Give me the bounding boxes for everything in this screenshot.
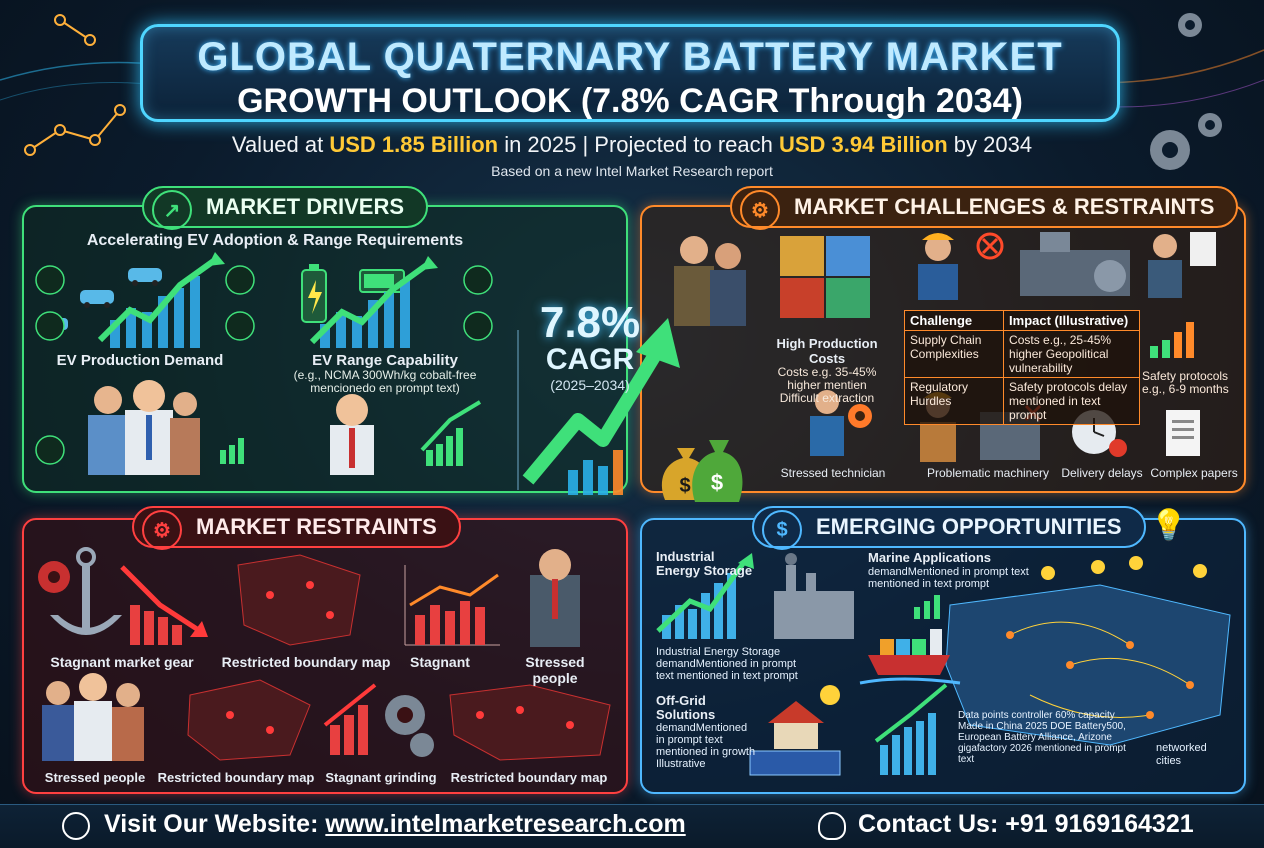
cagr-growth-arrow	[517, 318, 680, 495]
caption-delivery-delays: Delivery delays	[1061, 466, 1143, 480]
networked-cities-label: networked cities	[1156, 742, 1207, 767]
caption-restricted-map: Restricted boundary map	[221, 654, 391, 670]
value-2025: USD 1.85 Billion	[329, 132, 499, 157]
restraints-heading: ⚙ MARKET RESTRAINTS	[132, 506, 461, 550]
gear-icon: ⚙	[740, 190, 780, 230]
caption-stagnant-grinding: Stagnant grinding	[325, 770, 437, 785]
marine-note: demandMentioned in prompt text mentioned…	[868, 566, 1029, 590]
stressed-people-illustration	[88, 380, 374, 475]
high-cost-note: Costs e.g. 35-45% higher mentien Difficu…	[777, 365, 877, 405]
caption-problematic-machinery: Problematic machinery	[926, 466, 1050, 480]
source-note: Based on a new Intel Market Research rep…	[491, 163, 773, 179]
title-line-2: GROWTH OUTLOOK (7.8% CAGR Through 2034)	[237, 82, 1023, 120]
house-icon	[749, 685, 841, 776]
svg-text:$: $	[679, 475, 690, 497]
table-header-row: Challenge Impact (Illustrative)	[903, 310, 1140, 331]
drivers-subheading: Accelerating EV Adoption & Range Require…	[86, 232, 464, 249]
table-row: Regulatory Hurdles Safety protocols dela…	[903, 377, 1140, 425]
website-label: Visit Our Website:	[104, 810, 326, 838]
footer-contact: Contact Us: +91 9169164321	[858, 810, 1194, 839]
value-2034: USD 3.94 Billion	[778, 132, 948, 157]
marine-title: Marine Applications	[868, 550, 992, 565]
caption-stressed-people-2: Stressed people	[44, 770, 146, 785]
gear-icon	[38, 561, 70, 593]
industrial-growth-chart	[662, 573, 736, 639]
caption-complex-papers: Complex papers	[1150, 466, 1238, 480]
caption-stagnant-gear: Stagnant market gear	[50, 654, 194, 670]
industrial-note: Industrial Energy Storage demandMentione…	[656, 646, 798, 682]
ev-production-label: EV Production Demand	[56, 352, 224, 369]
drivers-illustrations	[35, 252, 493, 475]
contact-label: Contact Us:	[858, 810, 1006, 838]
offgrid-note: demandMentioned in prompt text mentioned…	[656, 722, 756, 770]
table-cell: Costs e.g., 25-45% higher Geopolitical v…	[1003, 330, 1140, 378]
battery-icon	[301, 264, 405, 323]
table-header: Challenge	[903, 310, 1005, 331]
anchor-icon	[50, 547, 122, 635]
money-bag-icon: $ $	[661, 440, 743, 502]
challenges-heading: ⚙ MARKET CHALLENGES & RESTRAINTS	[730, 186, 1239, 230]
table-header: Impact (Illustrative)	[1003, 310, 1140, 331]
offgrid-title: Off-Grid Solutions	[656, 693, 716, 722]
caption-stressed-people: Stressed people	[525, 654, 585, 686]
table-cell: Safety protocols delay mentioned in text…	[1003, 377, 1140, 425]
cagr-years: (2025–2034)	[550, 377, 630, 393]
subtitle-text: in 2025 | Projected to reach	[498, 132, 779, 157]
high-cost-title: High Production Costs	[776, 336, 878, 366]
cagr-label: CAGR	[545, 343, 635, 376]
ev-range-label: EV Range Capability	[312, 352, 458, 369]
title-line-1: GLOBAL QUATERNARY BATTERY MARKET	[197, 35, 1063, 79]
challenges-illustrations	[674, 232, 1216, 462]
title-banner: GLOBAL QUATERNARY BATTERY MARKET GROWTH …	[140, 24, 1120, 122]
globe-icon	[62, 812, 90, 840]
puzzle-icon	[780, 236, 870, 318]
footer-bar	[0, 804, 1264, 848]
headset-icon	[818, 812, 846, 840]
svg-text:$: $	[711, 470, 723, 495]
opportunities-heading-text: EMERGING OPPORTUNITIES	[816, 514, 1122, 539]
chart-icon: ↗	[152, 190, 192, 230]
challenge-impact-table: Challenge Impact (Illustrative) Supply C…	[903, 310, 1140, 425]
restraints-illustrations	[38, 547, 611, 761]
restraints-heading-text: MARKET RESTRAINTS	[196, 514, 437, 539]
website-link[interactable]: www.intelmarketresearch.com	[325, 810, 686, 838]
table-cell: Supply Chain Complexities	[903, 330, 1005, 378]
industrial-title: Industrial Energy Storage	[656, 549, 753, 578]
money-hand-icon: $	[762, 510, 802, 550]
gear-icon	[1150, 13, 1222, 170]
ev-production-chart	[40, 252, 225, 348]
challenges-heading-text: MARKET CHALLENGES & RESTRAINTS	[794, 194, 1215, 219]
contact-phone-link[interactable]: +91 9169164321	[1005, 810, 1194, 838]
factory-icon	[774, 553, 854, 639]
gear-icon	[385, 695, 434, 757]
table-row: Supply Chain Complexities Costs e.g., 25…	[903, 330, 1140, 378]
footer-website: Visit Our Website: www.intelmarketresear…	[104, 810, 686, 839]
gear-icon	[848, 404, 872, 428]
ev-range-note: (e.g., NCMA 300Wh/kg cobalt-free mencion…	[293, 368, 477, 395]
ev-range-chart	[309, 256, 438, 348]
caption-restricted-map-2: Restricted boundary map	[157, 770, 315, 785]
lightbulb-icon: 💡	[1150, 509, 1188, 542]
caption-stagnant: Stagnant	[410, 654, 470, 670]
opportunities-heading: $ EMERGING OPPORTUNITIES	[752, 506, 1146, 550]
gear-icon: ⚙	[142, 510, 182, 550]
caption-stressed-technician: Stressed technician	[780, 466, 886, 480]
data-points-note: Data points controller 60% capacity Made…	[958, 710, 1126, 765]
table-cell: Regulatory Hurdles	[903, 377, 1005, 425]
cagr-value: 7.8%	[539, 298, 641, 347]
document-icon	[1166, 410, 1200, 456]
subtitle-text: Valued at	[231, 132, 330, 157]
caption-restricted-map-3: Restricted boundary map	[450, 770, 608, 785]
lightbulb-icon	[1041, 556, 1207, 580]
safety-side-note: Safety protocols e.g., 6-9 months	[1142, 369, 1229, 396]
drivers-heading-text: MARKET DRIVERS	[206, 194, 405, 219]
opportunities-illustrations	[656, 553, 1231, 776]
subtitle-text: by 2034	[947, 132, 1033, 157]
drivers-heading: ↗ MARKET DRIVERS	[142, 186, 429, 230]
ship-icon	[859, 629, 961, 685]
market-value-subtitle: Valued at USD 1.85 Billion in 2025 | Pro…	[0, 132, 1264, 158]
